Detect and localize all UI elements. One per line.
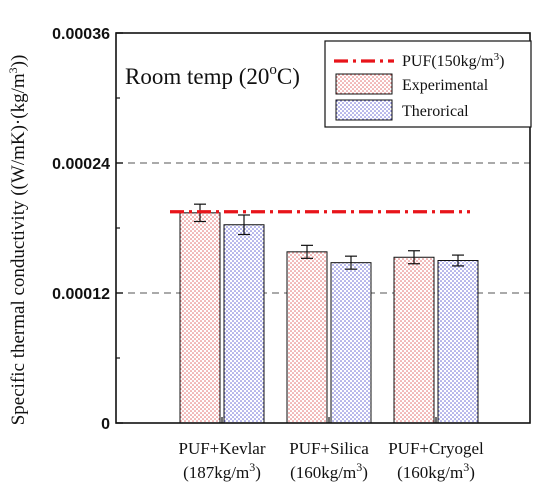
category-sublabel-end-1: ) xyxy=(362,463,368,482)
legend-label-therorical: Therorical xyxy=(402,103,469,120)
y-axis-label: Specific thermal conductivity ((W/mK)·(k… xyxy=(6,55,29,426)
bars xyxy=(179,203,479,424)
legend-label-reference-line: PUF(150kg/m3) xyxy=(402,51,504,70)
y-axis-label-superscript: 3 xyxy=(6,67,20,73)
category-sublabel-1: (160kg/m3) xyxy=(290,460,368,482)
bar-therorical-2 xyxy=(437,260,479,424)
annotation-superscript: o xyxy=(269,62,277,78)
legend-ref-end: ) xyxy=(499,53,504,70)
bar-experimental-2 xyxy=(393,256,435,424)
y-axis-label-text: Specific thermal conductivity ((W/mK)·(k… xyxy=(8,73,29,425)
y-tick-label-0: 0 xyxy=(101,416,110,433)
category-sublabel-superscript-1: 3 xyxy=(356,460,362,474)
bar-therorical-0 xyxy=(223,224,265,424)
category-sublabel-superscript-2: 3 xyxy=(463,460,469,474)
y-axis-label-end: )) xyxy=(8,55,29,68)
category-sublabel-0: (187kg/m3) xyxy=(183,460,261,482)
legend-swatch-experimental xyxy=(335,73,393,95)
y-tick-label-3: 0.00036 xyxy=(52,26,110,43)
category-sublabel-2: (160kg/m3) xyxy=(397,460,475,482)
legend-ref-superscript: 3 xyxy=(494,51,500,63)
room-temp-annotation: Room temp (20oC) xyxy=(125,62,300,89)
category-label-2: PUF+Cryogel xyxy=(388,439,484,458)
category-sublabel-end-0: ) xyxy=(255,463,261,482)
legend-label-experimental: Experimental xyxy=(402,77,489,94)
annotation-text: Room temp (20 xyxy=(125,64,269,89)
category-sublabel-end-2: ) xyxy=(469,463,475,482)
category-sublabel-text-0: (187kg/m xyxy=(183,463,249,482)
bar-therorical-1 xyxy=(330,262,372,424)
category-sublabel-superscript-0: 3 xyxy=(249,460,255,474)
category-label-1: PUF+Silica xyxy=(289,439,369,458)
legend: PUF(150kg/m3) Experimental Therorical xyxy=(324,40,532,128)
bar-experimental-0 xyxy=(179,212,221,424)
legend-ref-text: PUF(150kg/m xyxy=(402,53,494,70)
annotation-end: C) xyxy=(277,64,300,89)
category-sublabel-text-1: (160kg/m xyxy=(290,463,356,482)
y-tick-label-2: 0.00024 xyxy=(52,156,110,173)
x-axis-categories: PUF+Kevlar(187kg/m3)PUF+Silica(160kg/m3)… xyxy=(178,417,484,482)
category-label-0: PUF+Kevlar xyxy=(178,439,265,458)
category-sublabel-text-2: (160kg/m xyxy=(397,463,463,482)
y-tick-label-1: 0.00012 xyxy=(52,286,110,303)
y-axis-ticks: 0 0.00012 0.00024 0.00036 xyxy=(52,26,123,433)
bar-experimental-1 xyxy=(286,251,328,424)
legend-swatch-therorical xyxy=(335,99,393,121)
